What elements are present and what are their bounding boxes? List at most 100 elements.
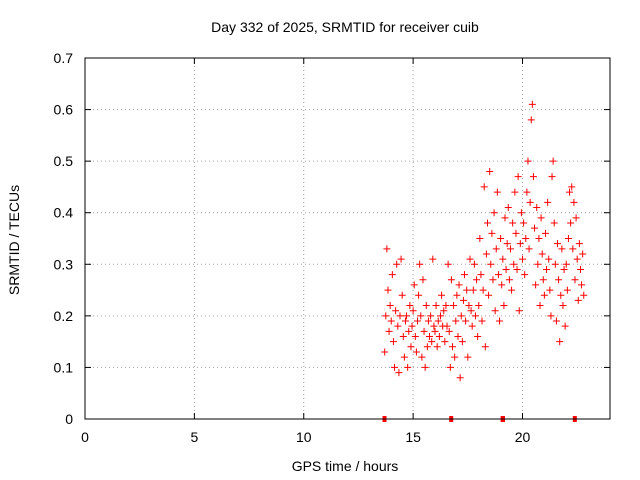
data-point (558, 245, 566, 253)
data-point (549, 157, 557, 165)
data-point (529, 173, 537, 181)
data-point (419, 276, 427, 284)
data-point (496, 317, 504, 325)
data-point (556, 338, 564, 346)
data-point (503, 240, 511, 248)
data-point (407, 343, 415, 351)
plot-frame (84, 57, 611, 420)
data-point (399, 332, 407, 340)
data-point (459, 296, 467, 304)
data-point (488, 229, 496, 237)
data-point (568, 183, 576, 191)
data-point (548, 173, 556, 181)
data-point (411, 332, 419, 340)
data-point (422, 302, 430, 310)
data-point (470, 260, 478, 268)
data-point (447, 276, 455, 284)
x-axis-label: GPS time / hours (292, 458, 399, 474)
y-tick-label: 0.3 (54, 256, 74, 272)
data-point (453, 291, 461, 299)
data-point (532, 281, 540, 289)
data-point (534, 260, 542, 268)
data-point (484, 219, 491, 227)
data-point (550, 219, 558, 227)
x-tick-label: 0 (81, 429, 89, 445)
data-point (489, 276, 497, 284)
data-point (572, 214, 580, 222)
chart-title: Day 332 of 2025, SRMTID for receiver cui… (211, 19, 479, 35)
data-point (515, 307, 523, 315)
data-point (566, 188, 574, 196)
data-point (381, 348, 389, 356)
data-point (435, 332, 443, 340)
y-tick-label: 0.6 (54, 102, 74, 118)
data-point (468, 322, 476, 330)
data-point (418, 353, 426, 361)
data-point (391, 363, 399, 371)
data-point (487, 260, 495, 268)
data-point (500, 302, 508, 310)
data-point (444, 260, 452, 268)
data-point (576, 265, 584, 273)
data-point (557, 291, 565, 299)
data-point (551, 260, 559, 268)
data-point (477, 271, 485, 279)
data-point (421, 363, 429, 371)
data-point (523, 188, 531, 196)
data-point (412, 348, 420, 356)
y-tick-label: 0 (65, 411, 73, 427)
data-point (401, 317, 409, 325)
data-point (458, 338, 466, 346)
data-point (554, 240, 561, 248)
data-point (528, 100, 536, 108)
data-point (525, 245, 533, 253)
data-point (540, 291, 548, 299)
data-points (381, 100, 588, 382)
data-point (533, 204, 541, 212)
data-point (555, 276, 563, 284)
data-point (409, 307, 417, 315)
data-point (416, 260, 424, 268)
data-point (543, 265, 551, 273)
data-point (513, 265, 521, 273)
data-point (392, 307, 400, 315)
data-point (536, 302, 544, 310)
data-point (506, 245, 514, 253)
data-point (383, 245, 391, 253)
data-point (570, 198, 578, 206)
data-point (443, 322, 451, 330)
data-point (579, 250, 587, 258)
data-point (388, 271, 396, 279)
data-point (486, 167, 494, 175)
data-point (438, 291, 446, 299)
data-point (516, 240, 524, 248)
data-point (463, 286, 471, 294)
data-point (475, 302, 483, 310)
data-point (480, 183, 488, 191)
data-point (562, 260, 570, 268)
data-point (441, 338, 449, 346)
x-tick-label: 20 (515, 429, 531, 445)
data-point (522, 235, 530, 242)
data-point (449, 343, 456, 351)
data-point (499, 255, 507, 263)
data-point (442, 302, 450, 310)
data-point (408, 322, 416, 330)
data-point (547, 312, 555, 320)
data-point (430, 322, 438, 330)
data-point (382, 312, 390, 320)
data-point (451, 353, 459, 361)
data-point (476, 235, 484, 242)
y-tick-label: 0.1 (54, 359, 74, 375)
data-point (406, 302, 414, 310)
data-point (531, 224, 539, 232)
data-point (414, 317, 421, 325)
data-point (567, 219, 575, 227)
data-point (446, 363, 454, 371)
data-point (524, 157, 532, 165)
data-point (398, 291, 406, 299)
data-point (478, 317, 486, 325)
data-point (440, 307, 448, 315)
x-tick-label: 5 (190, 429, 198, 445)
